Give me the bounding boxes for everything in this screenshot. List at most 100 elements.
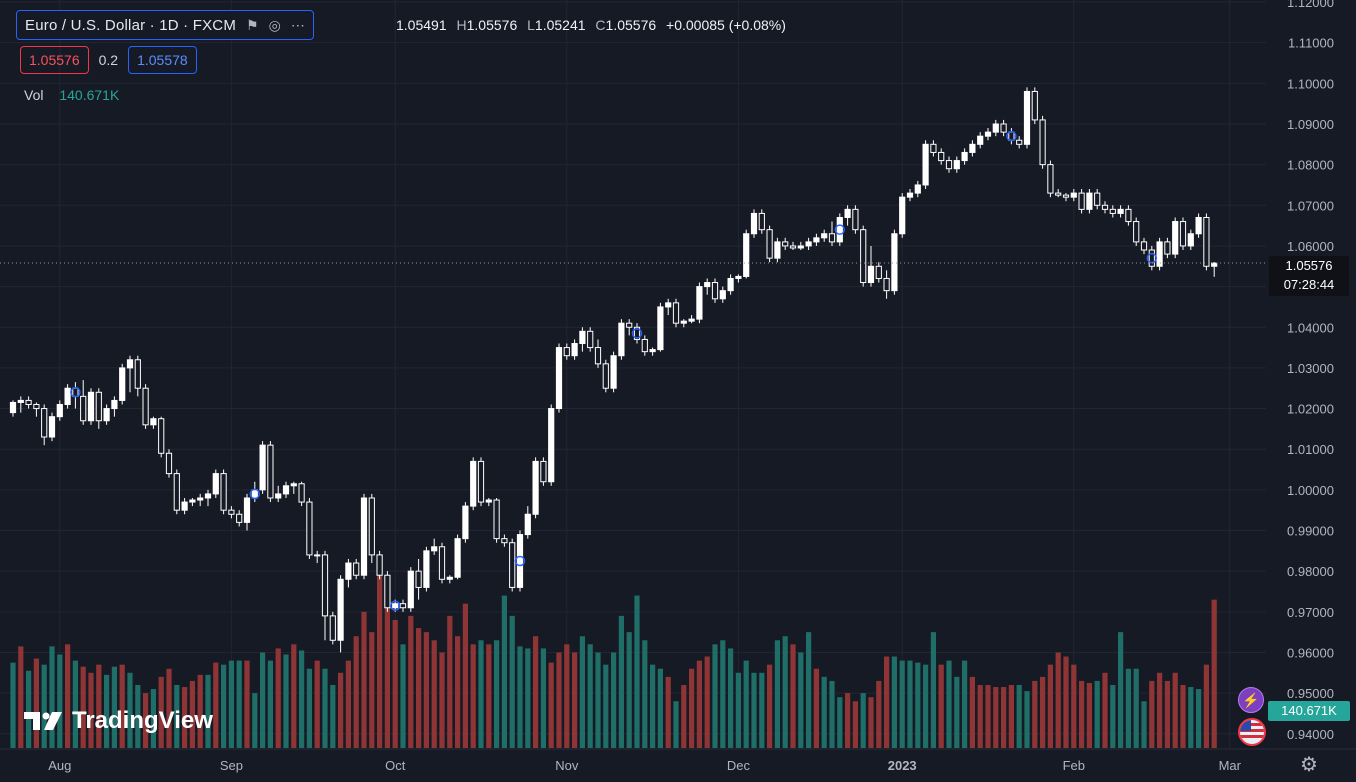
candle-body <box>867 265 875 284</box>
event-marker <box>834 224 846 235</box>
candle-body <box>626 322 633 328</box>
more-icon[interactable]: ⋯ <box>290 16 305 33</box>
candle-body <box>922 143 929 186</box>
volume-bar <box>431 640 437 748</box>
volume-bar <box>478 640 484 748</box>
candle-body <box>540 460 547 483</box>
candle-body <box>719 290 726 300</box>
volume-bar <box>579 636 585 748</box>
volume-bar <box>540 648 546 748</box>
symbol-title[interactable]: Euro / U.S. Dollar · 1D · FXCM <box>25 16 237 34</box>
volume-bar <box>486 644 492 748</box>
candle-body <box>1125 208 1132 223</box>
low-value: 1.05241 <box>534 17 586 33</box>
volume-bar <box>408 615 414 748</box>
volume-bar <box>696 660 702 748</box>
time-axis[interactable]: Aug Sep Oct Nov Dec 2023 Feb Mar <box>0 748 1356 773</box>
candle-body <box>259 444 266 491</box>
price-tick-label: 1.06000 <box>1287 239 1334 254</box>
volume-bar <box>852 701 858 748</box>
volume-bar <box>189 680 195 748</box>
time-tick-label: Nov <box>555 758 579 773</box>
candle-body <box>329 615 336 641</box>
candle-body <box>298 483 305 503</box>
volume-bar <box>720 640 726 748</box>
volume-bar <box>1164 680 1170 748</box>
volume-bar <box>400 644 406 748</box>
candle-body <box>828 233 836 243</box>
candle-body <box>493 499 500 540</box>
candle-body <box>579 330 586 345</box>
volume-bar <box>1141 701 1147 748</box>
volume-bar <box>377 567 383 748</box>
flag-icon[interactable]: ⚑ <box>246 16 259 33</box>
price-tick-label: 1.08000 <box>1287 158 1334 173</box>
volume-bar <box>1118 632 1124 748</box>
gear-icon[interactable]: ⚙ <box>1300 754 1318 776</box>
candle-body <box>197 497 204 501</box>
tradingview-logo[interactable]: TradingView <box>24 707 213 735</box>
buy-button[interactable]: 1.05578 <box>128 46 197 74</box>
volume-bar <box>322 668 328 748</box>
candle-body <box>587 330 594 349</box>
candle-body <box>119 367 126 401</box>
candle-body <box>87 391 95 422</box>
candle-body <box>134 359 141 389</box>
candle-body <box>930 143 937 153</box>
candle-body <box>48 416 56 438</box>
eye-icon[interactable]: ◎ <box>268 16 281 33</box>
candle-body <box>805 241 812 247</box>
volume-bar <box>962 660 968 748</box>
candle-body <box>470 460 477 507</box>
candle-body <box>844 208 851 218</box>
event-marker <box>70 387 81 398</box>
candle-body <box>376 554 383 576</box>
volume-bar <box>283 654 289 748</box>
candle-body <box>555 347 563 410</box>
candle-body <box>181 501 188 511</box>
volume-bar <box>494 640 500 748</box>
event-marker <box>514 555 526 567</box>
volume-bar <box>626 632 632 748</box>
volume-bar <box>104 674 110 748</box>
volume-bar <box>1063 656 1069 748</box>
volume-bar <box>930 632 936 748</box>
us-flag-icon[interactable] <box>1238 718 1266 746</box>
candle-body <box>883 277 890 292</box>
candle-body <box>446 576 453 580</box>
high-value: 1.05576 <box>466 17 518 33</box>
volume-bar <box>1180 684 1186 748</box>
volume-bar <box>876 680 882 748</box>
candle-body <box>524 513 531 536</box>
volume-bar <box>384 575 390 748</box>
volume-bar <box>884 656 890 748</box>
candle-body <box>680 320 687 324</box>
candle-body <box>735 275 742 279</box>
candle-body <box>758 212 765 231</box>
volume-bar <box>143 693 149 748</box>
volume-bar <box>657 668 663 748</box>
sell-button[interactable]: 1.05576 <box>20 46 89 74</box>
candle-body <box>969 143 976 153</box>
volume-bar <box>533 636 539 748</box>
candle-body <box>337 578 344 641</box>
candle-body <box>610 355 617 389</box>
lightning-icon[interactable]: ⚡ <box>1238 687 1264 713</box>
symbol-legend[interactable]: Euro / U.S. Dollar · 1D · FXCM ⚑ ◎ ⋯ <box>16 10 314 40</box>
volume-bar <box>650 664 656 748</box>
candle-body <box>1055 192 1062 196</box>
volume-bar <box>985 684 991 748</box>
volume-legend[interactable]: Vol 140.671K <box>24 87 119 103</box>
volume-bar <box>127 672 133 748</box>
candle-body <box>111 399 118 410</box>
volume-bar <box>572 652 578 748</box>
candle-body <box>774 241 781 259</box>
candle-body <box>797 245 804 249</box>
candle-body <box>563 347 570 357</box>
logo-text: TradingView <box>72 707 213 734</box>
volume-bar <box>954 676 960 748</box>
volume-bar <box>1001 687 1007 748</box>
price-tick-label: 0.95000 <box>1287 686 1334 701</box>
volume-bar <box>197 674 203 748</box>
